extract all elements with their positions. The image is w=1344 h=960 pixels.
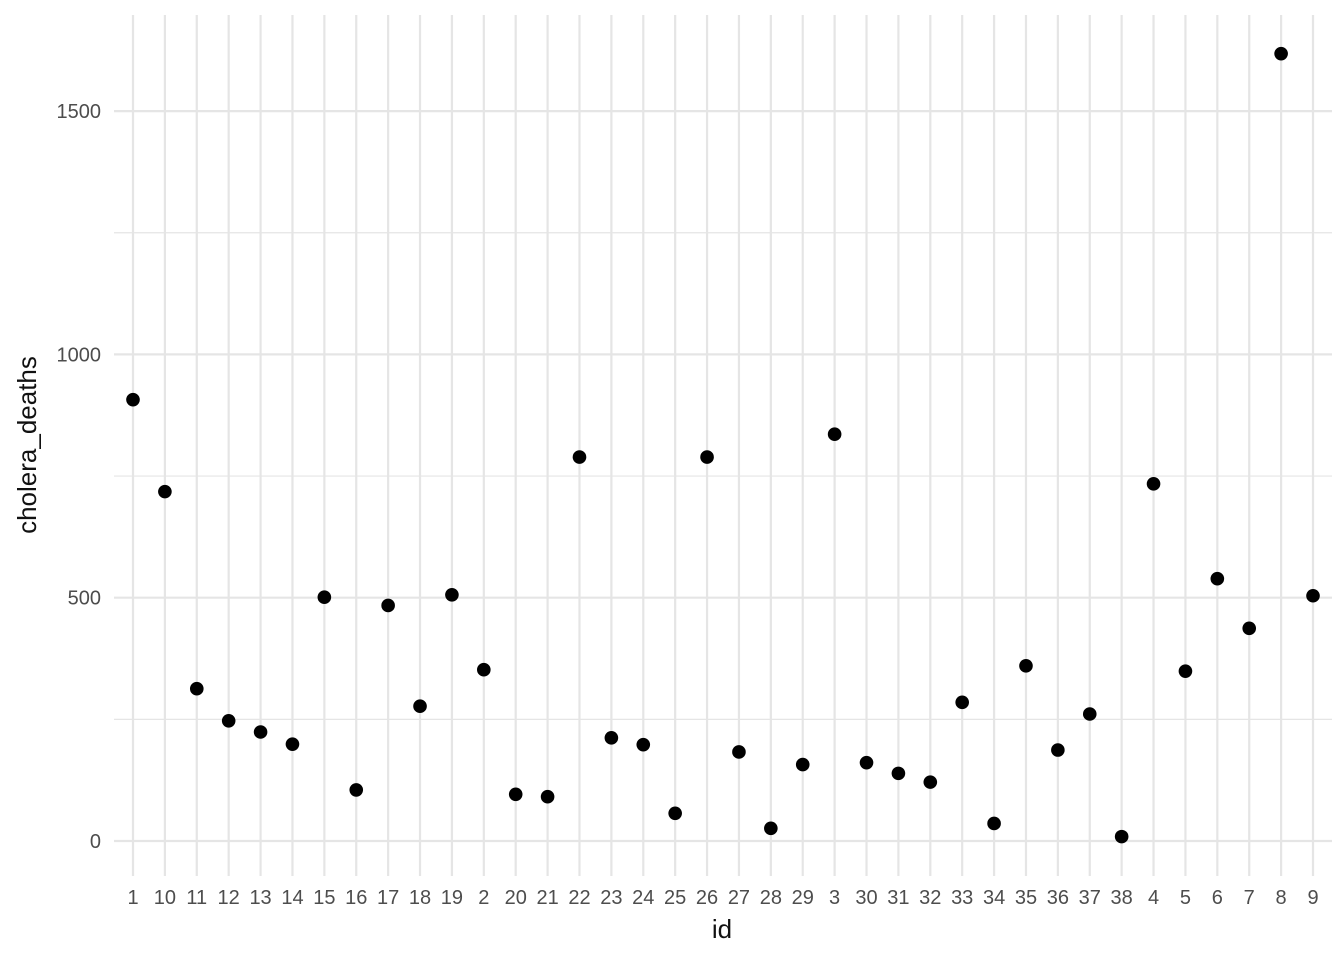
data-point <box>668 806 682 821</box>
data-point <box>955 695 969 710</box>
data-point <box>572 450 587 464</box>
x-tick-label: 3 <box>829 887 840 909</box>
y-tick-label: 1500 <box>57 101 102 123</box>
data-points <box>126 46 1320 844</box>
data-point <box>1306 588 1320 603</box>
x-tick-label: 24 <box>632 887 654 909</box>
x-tick-label: 8 <box>1276 887 1287 909</box>
x-tick-label: 27 <box>728 887 750 909</box>
data-point <box>477 662 491 677</box>
data-point <box>540 789 555 804</box>
x-tick-label: 34 <box>983 887 1005 909</box>
data-point <box>604 731 619 745</box>
data-point <box>764 821 778 836</box>
x-tick-label: 33 <box>951 887 973 909</box>
data-point <box>827 427 842 442</box>
x-tick-label: 22 <box>568 887 590 909</box>
data-point <box>508 787 523 802</box>
minor-gridlines <box>114 232 1332 720</box>
x-tick-label: 1 <box>127 887 138 909</box>
y-tick-label: 500 <box>68 588 101 610</box>
x-tick-label: 30 <box>855 887 877 909</box>
data-point <box>253 725 268 739</box>
data-point <box>413 699 427 714</box>
x-tick-label: 10 <box>154 887 176 909</box>
x-tick-label: 7 <box>1244 887 1255 909</box>
x-tick-label: 25 <box>664 887 686 909</box>
data-point <box>1210 571 1225 586</box>
data-point <box>923 775 938 789</box>
data-point <box>1114 829 1129 844</box>
x-tick-label: 4 <box>1148 887 1159 909</box>
data-point <box>349 783 364 797</box>
x-tick-label: 11 <box>186 887 207 909</box>
x-tick-label: 12 <box>218 887 240 909</box>
data-point <box>1274 46 1288 61</box>
x-tick-label: 21 <box>536 887 558 909</box>
x-tick-label: 9 <box>1307 887 1318 909</box>
x-axis-title: id <box>712 914 732 944</box>
data-point <box>891 766 906 781</box>
data-point <box>126 392 140 407</box>
y-axis-title: cholera_deaths <box>12 356 42 534</box>
data-point <box>636 737 651 752</box>
data-point <box>1051 743 1065 757</box>
x-tick-label: 2 <box>478 887 489 909</box>
x-tick-label: 23 <box>600 887 622 909</box>
x-axis-tick-labels: 1 10 11 12 13 14 15 16 17 18 19 2 20 21 22 23 24 25 26 27 28… <box>127 887 1318 909</box>
data-point <box>987 816 1001 831</box>
data-point <box>445 587 459 602</box>
x-tick-label: 16 <box>345 887 367 909</box>
data-point <box>732 745 746 759</box>
data-point <box>1082 707 1097 721</box>
x-tick-label: 13 <box>249 887 271 909</box>
x-tick-label: 38 <box>1111 887 1133 909</box>
data-point <box>859 755 874 770</box>
x-tick-label: 5 <box>1180 887 1191 909</box>
y-tick-label: 0 <box>90 831 101 853</box>
y-tick-label: 1000 <box>57 344 102 366</box>
x-tick-label: 6 <box>1212 887 1223 909</box>
x-tick-label: 20 <box>505 887 527 909</box>
data-point <box>158 484 172 499</box>
x-tick-label: 19 <box>441 887 463 909</box>
data-point <box>189 681 204 696</box>
x-tick-label: 32 <box>919 887 941 909</box>
x-tick-label: 37 <box>1079 887 1101 909</box>
data-point <box>1146 477 1161 491</box>
data-point <box>1178 664 1193 678</box>
data-point <box>285 737 300 751</box>
x-tick-label: 36 <box>1047 887 1069 909</box>
x-tick-label: 35 <box>1015 887 1037 909</box>
x-tick-label: 31 <box>887 887 909 909</box>
data-point <box>317 590 332 605</box>
y-axis-tick-labels: 0 500 1000 1500 <box>57 101 102 853</box>
x-tick-label: 29 <box>792 887 814 909</box>
data-point <box>795 757 810 772</box>
data-point <box>221 714 236 728</box>
x-tick-label: 14 <box>281 887 303 909</box>
data-point <box>1242 621 1257 636</box>
data-point <box>381 598 395 613</box>
x-tick-label: 17 <box>377 887 399 909</box>
x-tick-label: 26 <box>696 887 718 909</box>
x-tick-label: 18 <box>409 887 431 909</box>
x-tick-label: 15 <box>313 887 335 909</box>
data-point <box>700 450 714 464</box>
x-tick-label: 28 <box>760 887 782 909</box>
data-point <box>1019 659 1033 673</box>
